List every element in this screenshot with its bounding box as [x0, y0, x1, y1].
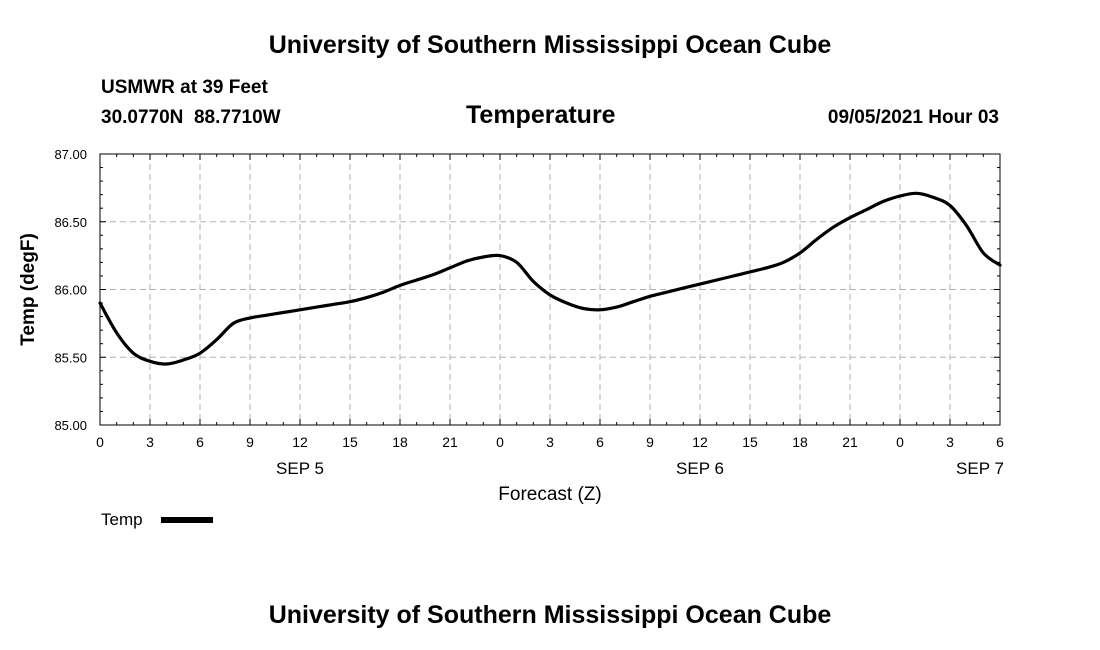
x-tick-label: 0 — [896, 434, 904, 450]
x-tick-label: 3 — [146, 434, 154, 450]
x-tick-label: 3 — [946, 434, 954, 450]
x-tick-label: 18 — [392, 434, 408, 450]
x-tick-label: 15 — [342, 434, 358, 450]
y-tick-label: 86.00 — [54, 283, 87, 298]
y-tick-label: 85.50 — [54, 350, 87, 365]
x-tick-label: 9 — [646, 434, 654, 450]
x-date-label: SEP 7 — [956, 459, 1004, 478]
x-date-label: SEP 5 — [276, 459, 324, 478]
x-tick-label: 12 — [692, 434, 708, 450]
footer-title: University of Southern Mississippi Ocean… — [268, 601, 832, 629]
x-tick-label: 18 — [792, 434, 808, 450]
x-tick-label: 9 — [246, 434, 254, 450]
station-name: USMWR at 39 Feet — [101, 77, 268, 98]
x-axis-label: Forecast (Z) — [498, 484, 601, 505]
chart-title: Temperature — [466, 101, 616, 129]
station-lon: 88.7710W — [193, 107, 281, 128]
x-tick-label: 6 — [996, 434, 1004, 450]
header-title: University of Southern Mississippi Ocean… — [268, 31, 832, 59]
station-lat: 30.0770N — [101, 107, 184, 128]
y-tick-label: 85.00 — [54, 418, 87, 433]
x-tick-label: 21 — [442, 434, 458, 450]
x-tick-label: 15 — [742, 434, 758, 450]
x-tick-label: 3 — [546, 434, 554, 450]
run-time: 09/05/2021 Hour 03 — [827, 107, 999, 128]
y-tick-label: 86.50 — [54, 215, 87, 230]
x-tick-label: 21 — [842, 434, 858, 450]
y-tick-label: 87.00 — [54, 147, 87, 162]
y-axis-label: Temp (degF) — [18, 233, 39, 346]
x-tick-label: 6 — [196, 434, 204, 450]
x-date-label: SEP 6 — [676, 459, 724, 478]
legend-label: Temp — [101, 510, 143, 529]
x-tick-label: 12 — [292, 434, 308, 450]
x-tick-label: 0 — [496, 434, 504, 450]
x-tick-label: 0 — [96, 434, 104, 450]
station-coordinates: 30.0770N 88.7710W — [101, 107, 281, 129]
x-tick-label: 6 — [596, 434, 604, 450]
series-line-temp — [98, 191, 1002, 366]
